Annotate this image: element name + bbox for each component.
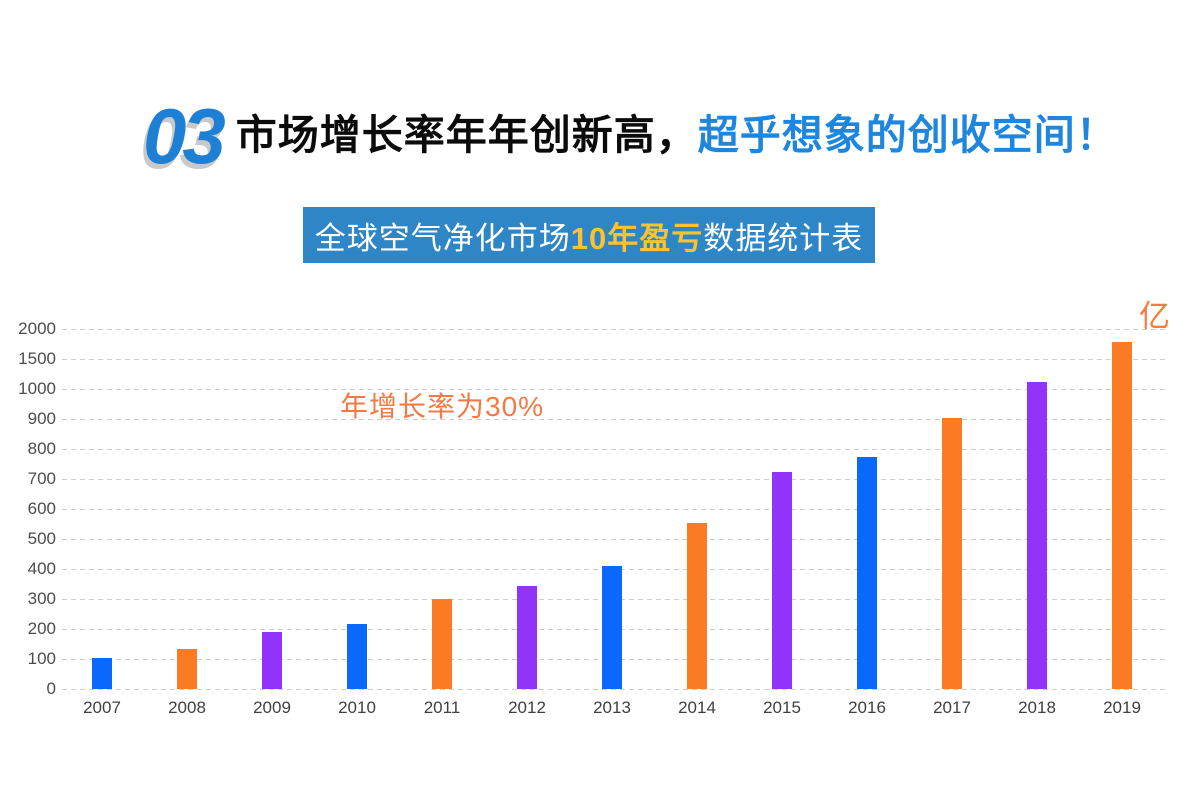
x-axis-tick-label: 2014 bbox=[678, 698, 716, 717]
y-axis-tick-label: 200 bbox=[27, 619, 56, 638]
bar-2008 bbox=[177, 648, 197, 689]
x-axis-tick-label: 2018 bbox=[1018, 698, 1056, 717]
bar-2010 bbox=[347, 623, 367, 689]
y-axis-tick-label: 300 bbox=[27, 589, 56, 608]
y-axis-tick-label: 700 bbox=[27, 469, 56, 488]
bar-2009 bbox=[262, 632, 282, 689]
chart-title-banner: 全球空气净化市场 10年盈亏 数据统计表 bbox=[303, 207, 875, 263]
x-axis-tick-label: 2009 bbox=[253, 698, 291, 717]
banner-text-before: 全球空气净化市场 bbox=[314, 220, 571, 256]
y-axis-tick-label: 500 bbox=[27, 529, 56, 548]
x-axis-tick-label: 2008 bbox=[168, 698, 206, 717]
y-axis-tick-label: 900 bbox=[27, 409, 56, 428]
y-axis-tick-label: 600 bbox=[27, 499, 56, 518]
banner-text-highlight: 10年盈亏 bbox=[570, 220, 704, 256]
gridline bbox=[62, 449, 1165, 450]
y-axis-tick-label: 800 bbox=[27, 439, 56, 458]
gridline bbox=[62, 479, 1165, 480]
gridline bbox=[62, 419, 1165, 420]
y-axis-tick-label: 2000 bbox=[18, 319, 56, 338]
headline-blue: 超乎想象的创收空间！ bbox=[697, 112, 1118, 158]
y-axis-tick-label: 0 bbox=[46, 679, 56, 698]
bar-2017 bbox=[942, 417, 962, 689]
gridline bbox=[62, 539, 1165, 540]
y-axis-tick-label: 1000 bbox=[18, 379, 56, 398]
x-axis-tick-label: 2010 bbox=[338, 698, 376, 717]
bar-2013 bbox=[602, 566, 622, 689]
gridline bbox=[62, 689, 1165, 690]
page-title: 03 市场增长率年年创新高，超乎想象的创收空间！ bbox=[143, 88, 1118, 183]
banner-text-after: 数据统计表 bbox=[703, 220, 864, 256]
section-number: 03 bbox=[143, 91, 226, 180]
growth-rate-annotation: 年增长率为30% bbox=[340, 391, 545, 422]
gridline bbox=[62, 389, 1165, 390]
x-axis-tick-label: 2007 bbox=[83, 698, 121, 717]
bar-2015 bbox=[772, 471, 792, 689]
y-axis-tick-label: 400 bbox=[27, 559, 56, 578]
x-axis-tick-label: 2013 bbox=[593, 698, 631, 717]
bar-2014 bbox=[687, 522, 707, 689]
y-axis-tick-label: 100 bbox=[27, 649, 56, 668]
x-axis-tick-label: 2017 bbox=[933, 698, 971, 717]
x-axis-tick-label: 2012 bbox=[508, 698, 546, 717]
x-axis-tick-label: 2015 bbox=[763, 698, 801, 717]
x-axis-tick-label: 2016 bbox=[848, 698, 886, 717]
headline: 市场增长率年年创新高，超乎想象的创收空间！ bbox=[236, 115, 1118, 156]
bar-2018 bbox=[1027, 382, 1047, 689]
headline-black: 市场增长率年年创新高， bbox=[235, 112, 698, 158]
unit-label: 亿 bbox=[1139, 299, 1170, 334]
bar-2012 bbox=[517, 585, 537, 689]
bar-2016 bbox=[857, 456, 877, 689]
gridline bbox=[62, 359, 1165, 360]
x-axis-tick-label: 2019 bbox=[1103, 698, 1141, 717]
bar-2011 bbox=[432, 599, 452, 689]
gridline bbox=[62, 329, 1165, 330]
y-axis-tick-label: 1500 bbox=[18, 349, 56, 368]
gridline bbox=[62, 509, 1165, 510]
x-axis-tick-label: 2011 bbox=[423, 698, 461, 717]
bar-2007 bbox=[92, 657, 112, 689]
bar-2019 bbox=[1112, 341, 1132, 689]
